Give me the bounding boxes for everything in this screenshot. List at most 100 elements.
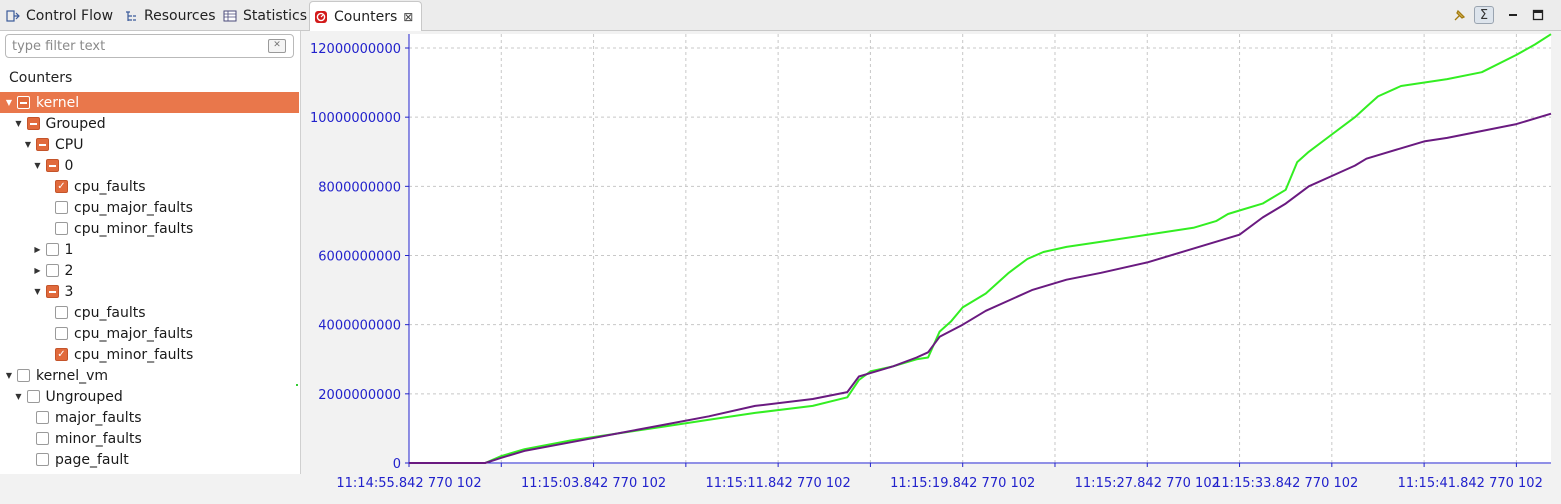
chart-tick-labels: 0 2000000000 4000000000 6000000000 800000000…	[310, 42, 1543, 491]
tree-row-label: cpu_minor_faults	[74, 220, 194, 237]
tree-checkbox[interactable]	[45, 159, 59, 172]
tab-statistics[interactable]: Statistics	[219, 2, 311, 30]
tree-checkbox[interactable]	[55, 306, 68, 319]
tree-row[interactable]: ▶ 1	[0, 239, 299, 260]
chart-series	[409, 33, 1552, 464]
minimize-icon[interactable]	[1503, 6, 1523, 24]
tree-row-label: 2	[64, 262, 74, 279]
x-tick-label: 11:14:55.842 770 102	[336, 476, 481, 491]
tab-counters[interactable]: Counters ⊠	[309, 1, 422, 31]
tree-row[interactable]: ▶ 2	[0, 260, 299, 281]
tree-checkbox[interactable]	[36, 138, 49, 151]
tree-row[interactable]: major_faults	[0, 407, 299, 428]
expand-arrow-icon[interactable]: ▼	[15, 119, 22, 128]
tree-row-label: page_fault	[55, 451, 129, 468]
tree-checkbox[interactable]	[36, 432, 49, 445]
tree-row[interactable]: ▼ CPU	[0, 134, 299, 155]
plot-area	[409, 34, 1551, 464]
tree-row-label: kernel	[36, 94, 80, 111]
expand-arrow-icon[interactable]: ▼	[34, 161, 41, 170]
cumulative-sum-icon[interactable]: Σ	[1474, 6, 1494, 24]
tree-checkbox[interactable]	[55, 348, 68, 361]
tab-resources[interactable]: Resources	[120, 2, 220, 30]
tree-row[interactable]: cpu_major_faults	[0, 323, 299, 344]
y-tick-label: 0	[393, 457, 401, 472]
chart-axes	[405, 34, 1551, 467]
tree-checkbox[interactable]	[36, 453, 49, 466]
tab-label: Resources	[144, 8, 216, 24]
tree-row[interactable]: ▼ Ungrouped	[0, 386, 299, 407]
x-tick-label: 11:15:41.842 770 102	[1398, 476, 1543, 491]
y-tick-label: 12000000000	[310, 42, 401, 57]
control-flow-icon	[6, 9, 20, 23]
tree-column-header: Counters	[9, 70, 73, 86]
statistics-icon	[223, 9, 237, 23]
tree-checkbox[interactable]	[17, 369, 30, 382]
tree-row[interactable]: ▼ 3	[0, 281, 299, 302]
tab-control-flow[interactable]: Control Flow	[2, 2, 117, 30]
expand-arrow-icon[interactable]: ▼	[5, 98, 13, 107]
tree-checkbox[interactable]	[17, 96, 30, 109]
tree-row[interactable]: cpu_faults	[0, 302, 299, 323]
tree-row[interactable]: cpu_faults	[0, 176, 299, 197]
clear-filter-icon[interactable]: ✕	[268, 39, 286, 53]
tree-row[interactable]: page_fault	[0, 449, 299, 470]
tree-row-label: Grouped	[45, 115, 106, 132]
tree-row-label: cpu_faults	[74, 178, 146, 195]
tree-row-label: Ungrouped	[45, 388, 123, 405]
tree-row[interactable]: ▼ Grouped	[0, 113, 299, 134]
tree-row[interactable]: cpu_minor_faults	[0, 218, 299, 239]
expand-arrow-icon[interactable]: ▼	[34, 287, 41, 296]
tree-row-label: kernel_vm	[36, 367, 109, 384]
collapse-arrow-icon[interactable]: ▶	[34, 266, 41, 275]
tree-row-label: 3	[64, 283, 74, 300]
tree-row[interactable]: cpu_minor_faults	[0, 344, 299, 365]
tree-row-label: cpu_minor_faults	[74, 346, 194, 363]
expand-arrow-icon[interactable]: ▼	[5, 371, 13, 380]
tree-row-label: CPU	[55, 136, 84, 153]
tab-label: Counters	[334, 8, 398, 25]
collapse-arrow-icon[interactable]: ▶	[34, 245, 41, 254]
tree-checkbox[interactable]	[26, 117, 40, 130]
tree-row[interactable]: minor_faults	[0, 428, 299, 449]
tree-row[interactable]: ▼ kernel_vm	[0, 365, 299, 386]
tab-label: Control Flow	[26, 8, 114, 24]
filter-input[interactable]	[5, 34, 294, 58]
tree-row[interactable]: ▼ kernel	[0, 92, 299, 113]
tree-row-label: cpu_faults	[74, 304, 146, 321]
series-line-1	[409, 33, 1552, 464]
counters-tree-panel: ✕ Counters ▼ kernel ▼ Grouped ▼ CPU ▼0 cpu_faul…	[0, 31, 301, 474]
tree-checkbox[interactable]	[45, 264, 59, 277]
tab-label: Statistics	[243, 8, 307, 24]
tree-checkbox[interactable]	[55, 180, 68, 193]
view-tab-bar: Control Flow Resources Statistics Counte…	[0, 0, 1561, 31]
scroll-marker	[296, 384, 298, 386]
chart-canvas: 0 2000000000 4000000000 6000000000 800000000…	[310, 33, 1552, 491]
tree-checkbox[interactable]	[55, 327, 68, 340]
tree-checkbox[interactable]	[45, 243, 59, 256]
tree-checkbox[interactable]	[55, 201, 68, 214]
pin-icon[interactable]	[1450, 6, 1470, 24]
tree-row[interactable]: ▼ 0	[0, 155, 299, 176]
y-tick-label: 4000000000	[318, 319, 401, 334]
tree-row-label: major_faults	[55, 409, 142, 426]
tree-checkbox[interactable]	[55, 222, 68, 235]
x-tick-label: 11:15:03.842 770 102	[521, 476, 666, 491]
tree-row[interactable]: cpu_major_faults	[0, 197, 299, 218]
series-line-2	[409, 112, 1552, 464]
counters-chart[interactable]: 0 2000000000 4000000000 6000000000 800000000…	[301, 31, 1561, 504]
y-tick-label: 8000000000	[318, 180, 401, 195]
tree-row-label: cpu_major_faults	[74, 325, 193, 342]
expand-arrow-icon[interactable]: ▼	[24, 140, 32, 149]
close-icon[interactable]: ⊠	[403, 9, 414, 24]
tree-checkbox[interactable]	[26, 390, 40, 403]
x-tick-label: 11:15:33.842 770 102	[1213, 476, 1358, 491]
tree-checkbox[interactable]	[36, 411, 49, 424]
maximize-icon[interactable]	[1528, 6, 1548, 24]
x-tick-label: 11:15:19.842 770 102	[890, 476, 1035, 491]
resources-icon	[124, 9, 138, 23]
tree-checkbox[interactable]	[45, 285, 59, 298]
x-tick-label: 11:15:27.842 770 102	[1075, 476, 1220, 491]
sigma-glyph: Σ	[1479, 7, 1489, 23]
expand-arrow-icon[interactable]: ▼	[15, 392, 22, 401]
